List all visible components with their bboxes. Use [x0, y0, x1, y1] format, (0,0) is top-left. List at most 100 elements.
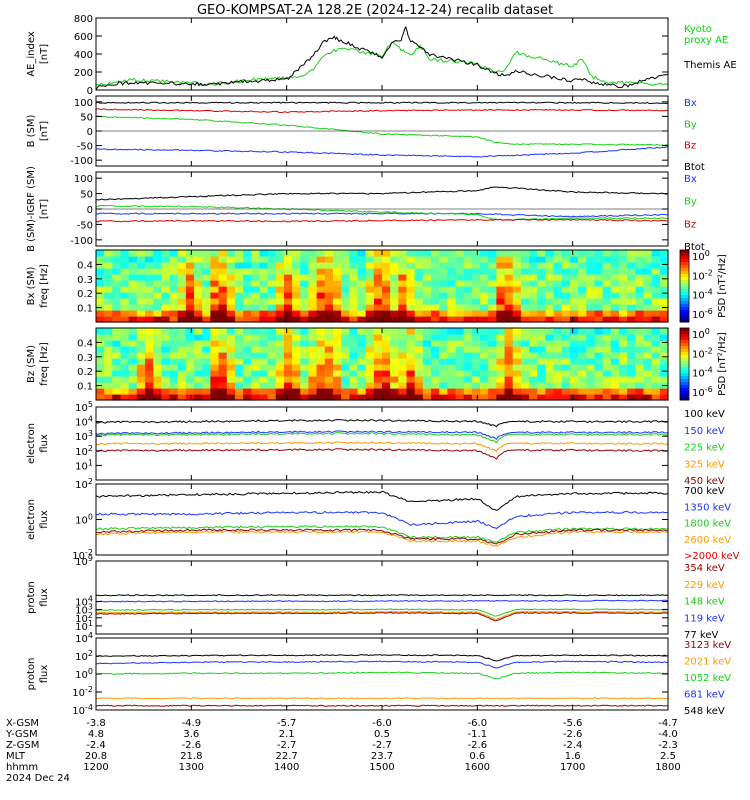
spectrogram-cell [635, 286, 645, 293]
spectrogram-cell [112, 358, 122, 365]
spectrogram-cell [610, 370, 620, 377]
spectrogram-cell [504, 262, 514, 269]
spectrogram-cell [447, 352, 457, 359]
spectrogram-cell [561, 358, 571, 365]
spectrogram-cell [439, 388, 448, 395]
spectrogram-cell [488, 298, 497, 305]
spectrogram-cell [373, 262, 383, 269]
spectrogram-cell [251, 394, 261, 401]
spectrogram-cell [267, 268, 277, 275]
x-axis-value: -6.0 [468, 718, 488, 729]
spectrogram-cell [194, 268, 203, 275]
spectrogram-cell [153, 316, 162, 323]
spectrogram-cell [545, 370, 555, 377]
spectrogram-cell [96, 274, 105, 281]
spectrogram-cell [406, 346, 416, 353]
spectrogram-cell [578, 250, 587, 257]
spectrogram-cell [635, 274, 645, 281]
spectrogram-cell [365, 358, 375, 365]
spectrogram-cell [520, 382, 530, 389]
spectrogram-cell [390, 394, 399, 401]
spectrogram-cell [512, 388, 522, 395]
spectrogram-cell [414, 250, 424, 257]
y-tick-label: 600 [74, 32, 93, 43]
spectrogram-cell [455, 286, 465, 293]
spectrogram-cell [185, 256, 195, 263]
spectrogram-cell [520, 310, 530, 317]
spectrogram-cell [226, 370, 236, 377]
spectrogram-cell [545, 298, 555, 305]
spectrogram-cell [447, 292, 457, 299]
series-line-700-keV [95, 490, 669, 511]
spectrogram-cell [471, 250, 481, 257]
spectrogram-cell [406, 340, 416, 347]
spectrogram-cell [104, 328, 113, 335]
spectrogram-cell [226, 328, 236, 335]
y-tick-label: 0 [87, 86, 93, 97]
spectrogram-cell [545, 340, 555, 347]
spectrogram-cell [128, 256, 138, 263]
spectrogram-cell [153, 382, 162, 389]
spectrogram-cell [275, 388, 285, 395]
spectrogram-cell [218, 376, 228, 383]
spectrogram-cell [218, 334, 228, 341]
spectrogram-cell [104, 388, 113, 395]
colorbar-cell [680, 349, 689, 353]
spectrogram-cell [128, 316, 138, 323]
spectrogram-cell [618, 328, 628, 335]
spectrogram-cell [520, 256, 530, 263]
spectrogram-cell [169, 382, 179, 389]
spectrogram-cell [463, 280, 473, 287]
spectrogram-cell [488, 358, 497, 365]
spectrogram-cell [398, 358, 408, 365]
series-line-Btot [95, 101, 669, 105]
spectrogram-cell [618, 280, 628, 287]
spectrogram-cell [422, 316, 432, 323]
spectrogram-cell [431, 358, 440, 365]
spectrogram-cell [308, 292, 318, 299]
spectrogram-cell [275, 340, 285, 347]
spectrogram-cell [586, 388, 596, 395]
spectrogram-cell [463, 358, 473, 365]
spectrogram-cell [545, 274, 555, 281]
spectrogram-cell [488, 328, 497, 335]
spectrogram-cell [202, 298, 211, 305]
y-tick-label: 105 [75, 400, 93, 414]
spectrogram-cell [112, 250, 122, 257]
spectrogram-cell [292, 364, 301, 371]
spectrogram-cell [569, 328, 579, 335]
y-tick-label: 10-4 [72, 703, 93, 717]
spectrogram-cell [259, 328, 269, 335]
spectrogram-cell [234, 292, 244, 299]
spectrogram-cell [169, 298, 179, 305]
spectrogram-cell [120, 376, 130, 383]
spectrogram-cell [292, 274, 301, 281]
spectrogram-cell [112, 334, 122, 341]
spectrogram-cell [308, 370, 318, 377]
spectrogram-cell [300, 364, 310, 371]
spectrogram-cell [602, 292, 612, 299]
y-axis-label: Bz (SM) [26, 345, 37, 383]
spectrogram-cell [586, 376, 596, 383]
spectrogram-cell [463, 364, 473, 371]
spectrogram-cell [349, 256, 359, 263]
spectrogram-cell [267, 310, 277, 317]
spectrogram-cell [194, 364, 203, 371]
y-tick-label: 104 [75, 631, 93, 645]
spectrogram-cell [512, 304, 522, 311]
spectrogram-cell [463, 286, 473, 293]
spectrogram-cell [471, 262, 481, 269]
spectrogram-cell [120, 340, 130, 347]
spectrogram-cell [520, 262, 530, 269]
spectrogram-cell [259, 292, 269, 299]
spectrogram-cell [463, 298, 473, 305]
spectrogram-cell [537, 280, 547, 287]
spectrogram-cell [561, 394, 571, 401]
spectrogram-cell [480, 256, 489, 263]
spectrogram-cell [561, 316, 571, 323]
spectrogram-cell [496, 250, 506, 257]
spectrogram-cell [177, 304, 187, 311]
spectrogram-cell [447, 334, 457, 341]
spectrogram-cell [120, 358, 130, 365]
